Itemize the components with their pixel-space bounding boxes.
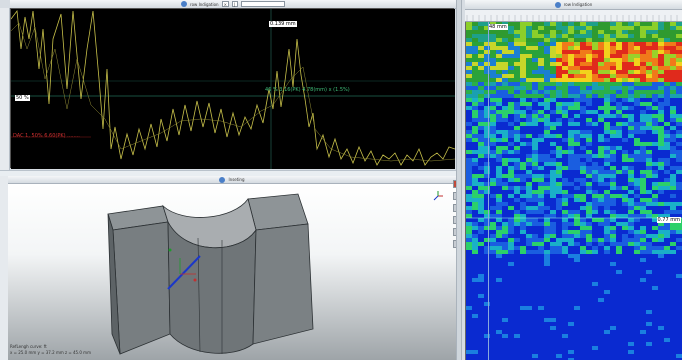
a-scan-view[interactable]: 0.139 mm 50 % 46 % 3.16(PK) 4.78(mm) x (…	[10, 8, 455, 169]
heatmap-header-label: 48 mm	[488, 24, 508, 30]
c-scan-heatmap[interactable]: 48 mm 0.77 mm	[465, 22, 682, 360]
heatmap-canvas	[466, 22, 682, 360]
column-ticks	[466, 15, 678, 21]
heatmap-marker-label: 0.77 mm	[656, 217, 681, 223]
coord-line-1: RefLengh curve: ft	[10, 344, 47, 349]
scope-split-button[interactable]: |	[231, 1, 238, 7]
panel-splitter[interactable]	[456, 0, 462, 360]
heatmap-title: row Indigation	[563, 2, 593, 7]
heatmap-titlebar: row Indigation	[465, 0, 682, 10]
scope-toggle-button[interactable]: ×	[221, 1, 229, 7]
view3d-titlebar: Inseting	[8, 176, 456, 184]
3d-part-view[interactable]: RefLengh curve: ft x = 25.0 mm y = 37.2 …	[8, 184, 456, 360]
a-scan-plot	[11, 9, 455, 169]
view3d-menu-icon[interactable]	[219, 176, 226, 183]
scope-field[interactable]	[240, 1, 285, 7]
a-scan-trace	[11, 9, 455, 166]
dac-label: DAC 1, 50% 6.60(PK) ........	[13, 133, 80, 139]
heatmap-column-header	[465, 10, 682, 22]
level-label: 50 %	[15, 95, 30, 101]
3d-part-render	[107, 193, 314, 355]
heatmap-menu-icon[interactable]	[554, 1, 561, 8]
axis-gizmo-icon[interactable]	[432, 190, 444, 202]
view3d-title: Inseting	[228, 177, 245, 182]
gate-label: 46 % 3.16(PK) 4.78(mm) x (1.5%)	[265, 87, 350, 93]
panel-menu-icon[interactable]	[181, 1, 188, 7]
coord-line-2: x = 25.0 mm y = 37.2 mm z = 45.0 mm	[10, 350, 91, 355]
probe-gizmo	[167, 248, 201, 290]
scope-title: row Indigation	[190, 1, 219, 7]
peak-label: 0.139 mm	[269, 21, 297, 27]
heatmap-cursor[interactable]	[488, 22, 489, 360]
